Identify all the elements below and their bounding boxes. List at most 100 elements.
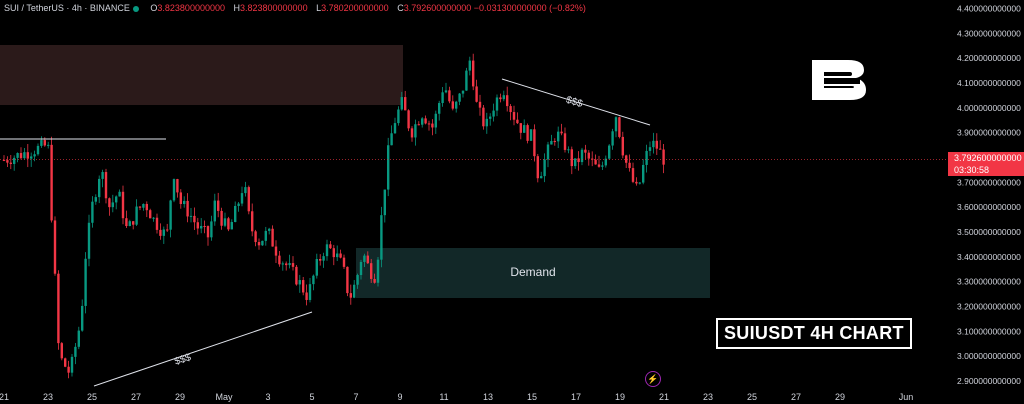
candle-body xyxy=(628,162,631,169)
candle-body xyxy=(9,162,12,164)
y-tick-label: 3.400000000000 xyxy=(957,252,1021,262)
candle-body xyxy=(458,93,461,102)
candle-body xyxy=(261,240,264,246)
candle-body xyxy=(635,181,638,184)
candle-body xyxy=(302,280,305,293)
candle-body xyxy=(648,147,652,151)
candle-body xyxy=(57,273,60,344)
candle-body xyxy=(468,60,471,71)
candle-body xyxy=(291,263,295,267)
candle-body xyxy=(485,118,488,127)
candle-body xyxy=(472,60,475,87)
candle-body xyxy=(438,103,441,114)
candle-body xyxy=(53,220,57,274)
candle-body xyxy=(319,259,322,261)
candle-body xyxy=(536,156,539,179)
x-axis: 21 23 25 27 29 May 3 5 7 9 11 13 15 17 19 21 23 25 27 29 Jun xyxy=(0,392,913,402)
candle-body xyxy=(397,109,400,124)
candle-body xyxy=(60,343,63,359)
x-tick-label: 7 xyxy=(353,392,358,402)
candle-body xyxy=(591,158,594,160)
candle-body xyxy=(288,263,291,266)
candle-body xyxy=(81,305,84,331)
candle-body xyxy=(574,158,577,167)
candle-body xyxy=(91,201,94,223)
candle-body xyxy=(149,210,152,219)
candle-body xyxy=(444,90,448,93)
candle-body xyxy=(247,187,250,212)
candle-body xyxy=(183,200,186,205)
candle-body xyxy=(336,253,339,258)
x-tick-label: Jun xyxy=(899,392,914,402)
y-tick-label: 3.100000000000 xyxy=(957,326,1021,336)
candle-body xyxy=(342,257,346,267)
candle-body xyxy=(264,230,267,241)
candle-body xyxy=(373,278,376,283)
candle-body xyxy=(499,97,502,100)
lightning-icon[interactable]: ⚡ xyxy=(645,371,661,387)
candle-body xyxy=(142,203,145,208)
candle-body xyxy=(281,263,284,265)
x-tick-label: 25 xyxy=(747,392,757,402)
x-tick-label: 9 xyxy=(397,392,402,402)
candle-body xyxy=(278,255,281,265)
y-tick-label: 3.200000000000 xyxy=(957,302,1021,312)
candle-body xyxy=(298,280,301,285)
candle-body xyxy=(417,124,420,126)
candle-body xyxy=(512,112,516,120)
brand-logo-icon xyxy=(812,60,866,100)
x-tick-label: 29 xyxy=(835,392,845,402)
y-tick-label: 4.300000000000 xyxy=(957,28,1021,38)
candle-body xyxy=(461,90,465,94)
candle-body xyxy=(121,191,125,219)
candle-body xyxy=(383,189,386,216)
symbol-label: SUI / TetherUS · 4h · BINANCE xyxy=(4,3,130,13)
candle-body xyxy=(584,149,587,153)
candle-body xyxy=(217,200,220,211)
candle-body xyxy=(138,206,142,208)
candle-body xyxy=(652,140,655,148)
candle-body xyxy=(421,118,424,125)
candle-body xyxy=(577,158,580,163)
candle-body xyxy=(523,125,526,133)
candle-body xyxy=(315,259,318,276)
candle-body xyxy=(567,149,570,151)
x-tick-label: 19 xyxy=(615,392,625,402)
candle-body xyxy=(104,172,108,199)
candle-body xyxy=(16,153,19,158)
y-tick-label: 4.400000000000 xyxy=(957,3,1021,13)
candle-body xyxy=(67,366,70,373)
candle-body xyxy=(502,95,505,100)
candle-body xyxy=(108,198,111,208)
y-tick-label: 4.100000000000 xyxy=(957,78,1021,88)
candle-body xyxy=(159,229,162,236)
candle-body xyxy=(254,231,257,243)
candle-body xyxy=(659,148,662,150)
candle-body xyxy=(40,140,43,146)
candle-body xyxy=(621,136,624,156)
candle-body xyxy=(308,284,312,300)
low-value: 3.780200000000 xyxy=(321,3,389,13)
candle-body xyxy=(509,106,512,113)
candle-body xyxy=(353,284,356,298)
candle-body xyxy=(431,123,434,128)
candle-body xyxy=(36,145,40,155)
candle-body xyxy=(441,92,444,104)
y-tick-label: 2.900000000000 xyxy=(957,376,1021,386)
candle-body xyxy=(400,97,403,110)
candle-body xyxy=(427,123,431,125)
y-tick-label: 4.000000000000 xyxy=(957,103,1021,113)
last-price-value: 3.792600000000 xyxy=(954,153,1022,163)
market-open-dot xyxy=(132,5,139,12)
candle-body xyxy=(325,244,329,257)
candle-body xyxy=(380,215,383,260)
ascending-trendline xyxy=(93,311,313,387)
candle-body xyxy=(563,133,567,150)
x-tick-label: 3 xyxy=(265,392,270,402)
candles-layer xyxy=(2,53,665,379)
candle-body xyxy=(570,149,573,167)
x-tick-label: 15 xyxy=(527,392,537,402)
candle-body xyxy=(526,125,529,141)
candle-body xyxy=(390,133,393,146)
